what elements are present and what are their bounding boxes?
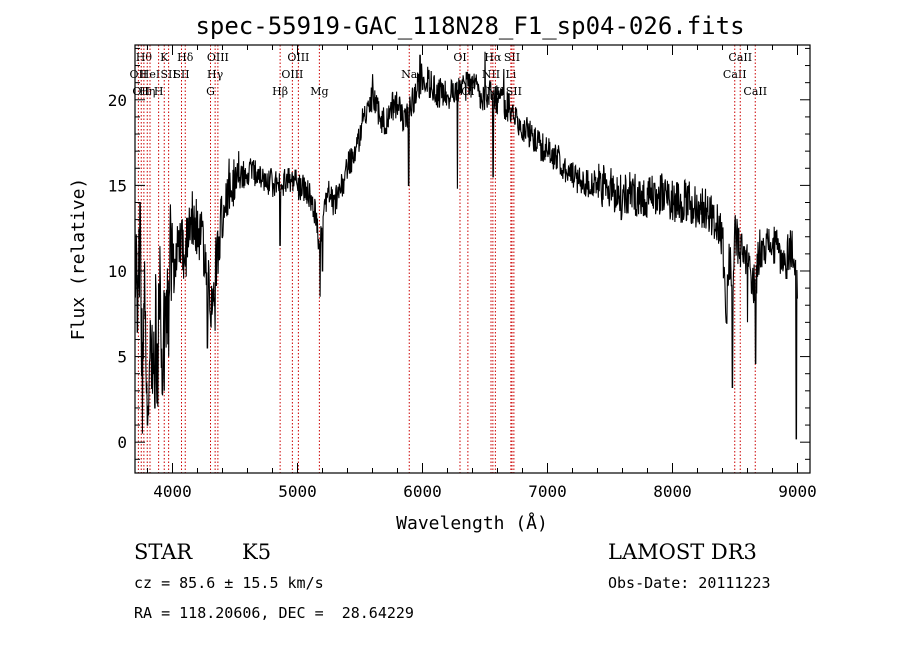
line-marker-label: OII <box>130 68 148 81</box>
x-tick-label: 5000 <box>278 482 317 501</box>
line-marker-label: Hα <box>484 51 502 64</box>
line-marker-label: Hδ <box>177 51 194 64</box>
y-tick-label: 10 <box>108 262 127 281</box>
x-tick-label: 6000 <box>403 482 442 501</box>
line-marker-label: K <box>160 51 169 64</box>
line-markers: OIIOIIHθHηHeIHKSIISIIHδGHγOIIIHβOIIIOIII… <box>130 45 767 473</box>
line-marker-label: Hγ <box>207 68 224 81</box>
y-tick-label: 5 <box>117 348 127 367</box>
line-marker-label: H <box>154 85 164 98</box>
object-subclass: K5 <box>242 540 272 564</box>
line-marker-label: Hβ <box>272 85 288 98</box>
coordinates: RA = 118.20606, DEC = 28.64229 <box>134 604 414 622</box>
line-marker-label: SII <box>504 51 520 64</box>
line-marker-label: Na <box>401 68 418 81</box>
x-axis-label: Wavelength (Å) <box>396 512 548 534</box>
line-marker-label: Hη <box>139 85 155 98</box>
line-marker-label: OI <box>453 51 466 64</box>
line-marker-label: Li <box>505 68 516 81</box>
x-tick-label: 9000 <box>778 482 817 501</box>
x-tick-label: 8000 <box>653 482 692 501</box>
line-marker-label: SII <box>161 68 177 81</box>
line-marker-label: OIII <box>281 68 303 81</box>
line-marker-label: SII <box>506 85 522 98</box>
line-marker-label: SII <box>173 68 189 81</box>
y-axis-label: Flux (relative) <box>68 178 89 341</box>
line-marker-label: G <box>206 85 215 98</box>
observation-date: Obs-Date: 20111223 <box>608 574 771 592</box>
line-marker-label: Hθ <box>136 51 153 64</box>
spectrum-line <box>134 51 798 440</box>
object-class: STAR <box>134 540 193 564</box>
line-marker-label: OIII <box>287 51 309 64</box>
x-tick-label: 4000 <box>153 482 192 501</box>
line-marker-label: OIII <box>207 51 229 64</box>
line-marker-label: CaII <box>723 68 747 81</box>
y-tick-label: 0 <box>117 433 127 452</box>
x-tick-label: 7000 <box>528 482 567 501</box>
y-tick-label: 15 <box>108 176 127 195</box>
chart-title: spec-55919-GAC_118N28_F1_sp04-026.fits <box>195 12 744 40</box>
survey-name: LAMOST DR3 <box>608 540 757 564</box>
redshift-velocity: cz = 85.6 ± 15.5 km/s <box>134 574 324 592</box>
y-tick-label: 20 <box>108 91 127 110</box>
axis-ticks: 4000 5000 6000 7000 8000 9000 0 5 10 15 20 <box>108 45 817 501</box>
line-marker-label: CaII <box>743 85 767 98</box>
line-marker-label: HeI <box>140 68 160 81</box>
line-marker-label: OII <box>132 85 150 98</box>
plot-frame <box>134 44 811 474</box>
line-marker-label: CaII <box>728 51 752 64</box>
line-marker-label: Mg <box>310 85 328 98</box>
